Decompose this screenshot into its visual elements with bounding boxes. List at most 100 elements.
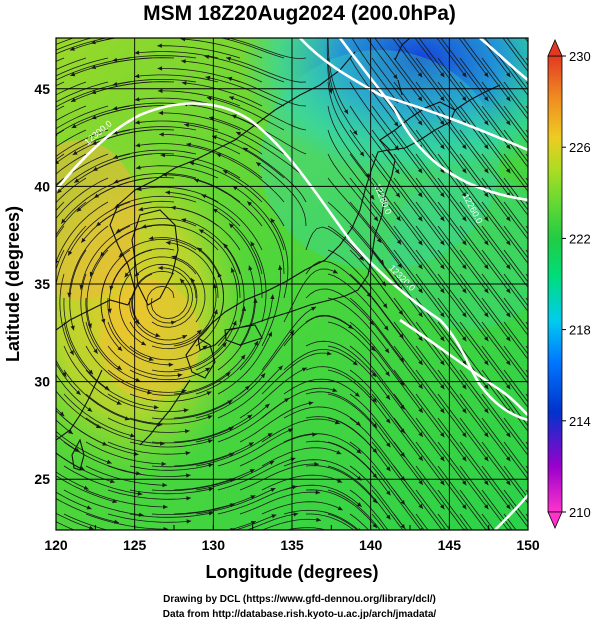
streamline <box>151 309 218 350</box>
streamline <box>351 38 399 104</box>
streamline <box>371 441 424 510</box>
streamline <box>371 153 423 222</box>
streamline-arrowhead <box>230 267 235 273</box>
streamline-arrowhead <box>284 398 290 403</box>
streamline <box>219 38 285 59</box>
streamline <box>20 298 41 378</box>
streamline-arrowhead <box>594 384 598 389</box>
streamline-arrowhead <box>102 441 108 446</box>
streamline-arrowhead <box>376 238 382 243</box>
streamline <box>393 489 425 530</box>
streamline-arrowhead <box>594 360 598 365</box>
streamline-arrowhead <box>57 188 62 194</box>
streamline <box>503 57 528 91</box>
streamline-arrowhead <box>395 192 400 198</box>
streamline <box>371 465 422 530</box>
streamline <box>173 495 256 515</box>
streamline <box>459 273 511 342</box>
streamline <box>129 415 213 425</box>
streamline <box>107 321 174 366</box>
streamline-arrowhead <box>440 72 445 78</box>
streamline <box>481 273 528 337</box>
japan-kyushu-coast <box>185 337 216 379</box>
streamline-arrowhead <box>180 278 185 284</box>
streamline-arrowhead <box>326 351 332 356</box>
streamline-arrowhead <box>209 116 214 121</box>
streamline-arrowhead <box>418 432 423 437</box>
streamline <box>261 387 338 419</box>
streamline <box>228 96 307 131</box>
streamline <box>99 224 175 257</box>
streamline <box>459 201 511 270</box>
streamline-arrowhead <box>197 247 203 252</box>
streamline-arrowhead <box>400 476 405 481</box>
streamline-arrowhead <box>109 285 114 291</box>
streamline <box>56 81 65 87</box>
x-axis-ticks: 120 125 130 135 140 145 150 <box>44 525 540 553</box>
streamline <box>157 68 241 83</box>
streamline-arrowhead <box>332 387 338 392</box>
streamline <box>56 249 65 271</box>
streamline <box>63 417 139 456</box>
streamline-arrowhead <box>528 144 532 149</box>
streamline-arrowhead <box>19 175 24 180</box>
streamline-arrowhead <box>506 336 511 342</box>
streamline <box>481 513 495 530</box>
streamline-arrowhead <box>56 160 60 165</box>
streamline <box>217 428 294 467</box>
streamline-arrowhead <box>594 264 598 269</box>
y-axis-ticks: 25 30 35 40 45 <box>34 81 50 487</box>
streamline <box>239 367 308 419</box>
streamline <box>173 385 250 419</box>
streamline-arrowhead <box>594 504 598 509</box>
streamline <box>503 297 528 331</box>
streamline <box>186 143 263 179</box>
streamline <box>217 365 283 419</box>
streamline <box>437 513 451 530</box>
streamline-arrowhead <box>484 504 489 510</box>
streamline <box>92 153 175 172</box>
streamline <box>503 393 528 427</box>
streamline <box>85 489 168 508</box>
streamline-arrowhead <box>462 384 467 390</box>
streamline-arrowhead <box>247 414 253 419</box>
streamline <box>217 298 256 371</box>
streamline-arrowhead <box>91 547 96 551</box>
streamline <box>112 8 196 12</box>
streamline <box>305 489 378 529</box>
streamline <box>481 81 528 145</box>
streamline <box>0 10 20 56</box>
streamline <box>371 57 423 126</box>
streamline <box>151 503 236 515</box>
streamline <box>195 340 259 395</box>
streamline <box>481 297 528 361</box>
streamline-arrowhead <box>400 500 405 505</box>
streamline-arrowhead <box>384 348 390 354</box>
streamline <box>173 283 217 347</box>
streamline <box>415 321 467 390</box>
streamline-arrowhead <box>106 459 112 464</box>
contour-12300 <box>56 102 528 422</box>
streamline <box>242 147 307 203</box>
streamline-arrowhead <box>51 327 55 332</box>
taiwan-coast <box>71 438 85 471</box>
streamline-arrowhead <box>385 418 391 424</box>
streamline-arrowhead <box>212 208 218 213</box>
streamline <box>204 55 285 83</box>
streamline <box>129 321 202 345</box>
streamline <box>459 417 511 486</box>
streamline-arrowhead <box>141 224 147 229</box>
streamline-arrowhead <box>222 170 228 175</box>
streamline-arrowhead <box>572 528 576 533</box>
streamline-arrowhead <box>135 143 141 148</box>
streamline-arrowhead <box>386 514 391 520</box>
streamline-arrowhead <box>135 27 140 31</box>
streamline <box>151 277 198 328</box>
streamline-arrowhead <box>594 168 598 173</box>
streamline-arrowhead <box>155 333 161 338</box>
streamline-arrowhead <box>594 480 598 485</box>
streamline-arrowhead <box>417 168 423 174</box>
streamline-arrowhead <box>114 519 119 524</box>
streamline-arrowhead <box>109 479 115 484</box>
streamline <box>114 195 197 209</box>
